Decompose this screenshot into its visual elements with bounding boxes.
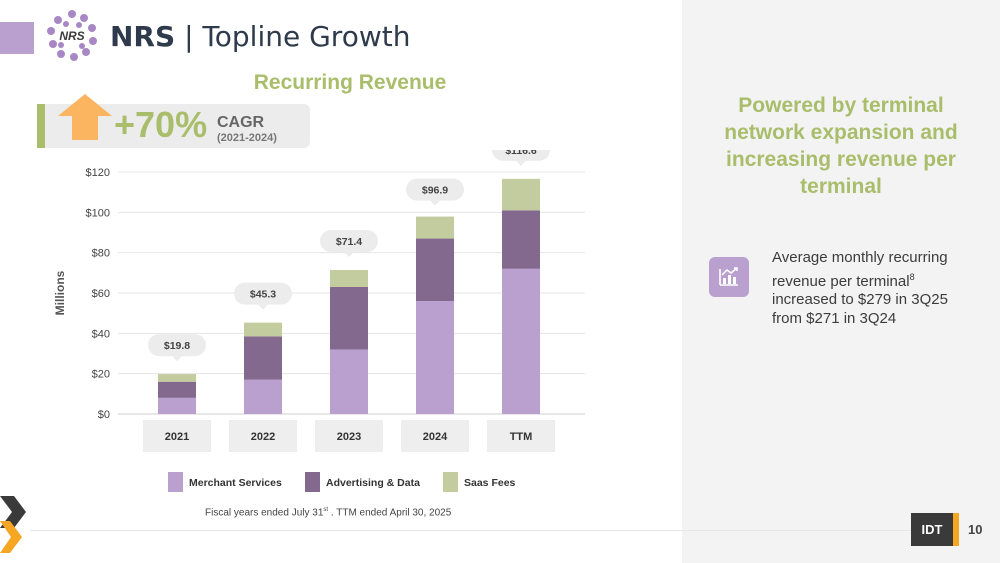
bar-segment [502,268,540,414]
category-box [143,420,211,452]
y-tick-label: $60 [92,288,110,300]
total-label-pill [148,334,206,357]
bar-segment [502,210,540,269]
total-label: $19.8 [164,340,190,352]
title-text: Topline Growth [202,20,411,53]
total-label-pill [492,150,550,161]
category-label: 2024 [423,431,448,443]
bar-segment [244,379,282,414]
category-box [315,420,383,452]
stat-text: Average monthly recurring revenue per te… [772,249,948,327]
cagr-label: CAGR [217,114,265,131]
page-number: 10 [968,522,983,537]
y-tick-label: $20 [92,369,110,381]
y-tick-label: $100 [86,207,110,219]
total-label-pointer [258,304,268,310]
category-label: TTM [510,431,533,443]
bar-segment [330,270,368,287]
bar-segment [416,238,454,302]
legend-swatch [443,472,458,492]
bar-segment [158,374,196,382]
legend-label: Advertising & Data [326,477,420,489]
bar-segment [244,322,282,337]
y-tick-label: $80 [92,248,110,260]
chart-title: Recurring Revenue [253,71,447,94]
legend-swatch [305,472,320,492]
bar-segment [502,178,540,211]
legend-label: Saas Fees [464,477,516,489]
up-arrow-icon [58,94,112,140]
bar-segment [330,349,368,414]
total-label-pointer [430,200,440,206]
total-label: $45.3 [250,289,276,301]
total-label: $96.9 [422,185,448,197]
category-label: 2023 [337,431,361,443]
chevron-decoration [0,496,26,553]
total-label-pointer [516,160,526,166]
bar-segment [330,286,368,350]
footnote: Fiscal years ended July 31st . TTM ended… [205,507,452,519]
total-label-pill [320,230,378,253]
y-axis-label: Millions [53,270,67,315]
chart-growth-icon [709,257,749,297]
total-label-pointer [172,356,182,362]
title-separator: | [184,20,194,53]
right-headline: Powered by terminal network expansion an… [724,94,958,198]
idt-logo-accent [953,513,959,546]
category-box [401,420,469,452]
page-title: NRS | Topline Growth [110,20,410,53]
category-box [487,420,555,452]
bar-segment [416,301,454,414]
legend-swatch [168,472,183,492]
total-label: $116.6 [505,150,537,157]
nrs-logo-text: NRS [59,29,84,43]
accent-bar [0,22,34,54]
total-label-pointer [344,252,354,258]
category-box [229,420,297,452]
legend-label: Merchant Services [189,477,282,489]
bar-segment [416,216,454,239]
bar-segment [158,397,196,414]
brand-name: NRS [110,20,176,53]
y-tick-label: $120 [86,167,110,179]
cagr-range: (2021-2024) [217,132,277,144]
bar-segment [244,336,282,380]
cagr-value: +70% [114,104,208,145]
idt-logo: IDT [911,513,953,546]
y-tick-label: $0 [98,409,110,421]
y-tick-label: $40 [92,328,110,340]
bar-segment [158,381,196,398]
total-label-pill [234,282,292,305]
total-label: $71.4 [336,236,362,248]
category-label: 2021 [165,431,189,443]
footer-divider [30,530,930,531]
stacked-bar-chart: $0 $20 $40 $60 $80 $100 $120 Millions $19.8 2021 $… [53,150,585,492]
total-label-pill [406,178,464,201]
nrs-logo: NRS [47,10,97,61]
category-label: 2022 [251,431,275,443]
